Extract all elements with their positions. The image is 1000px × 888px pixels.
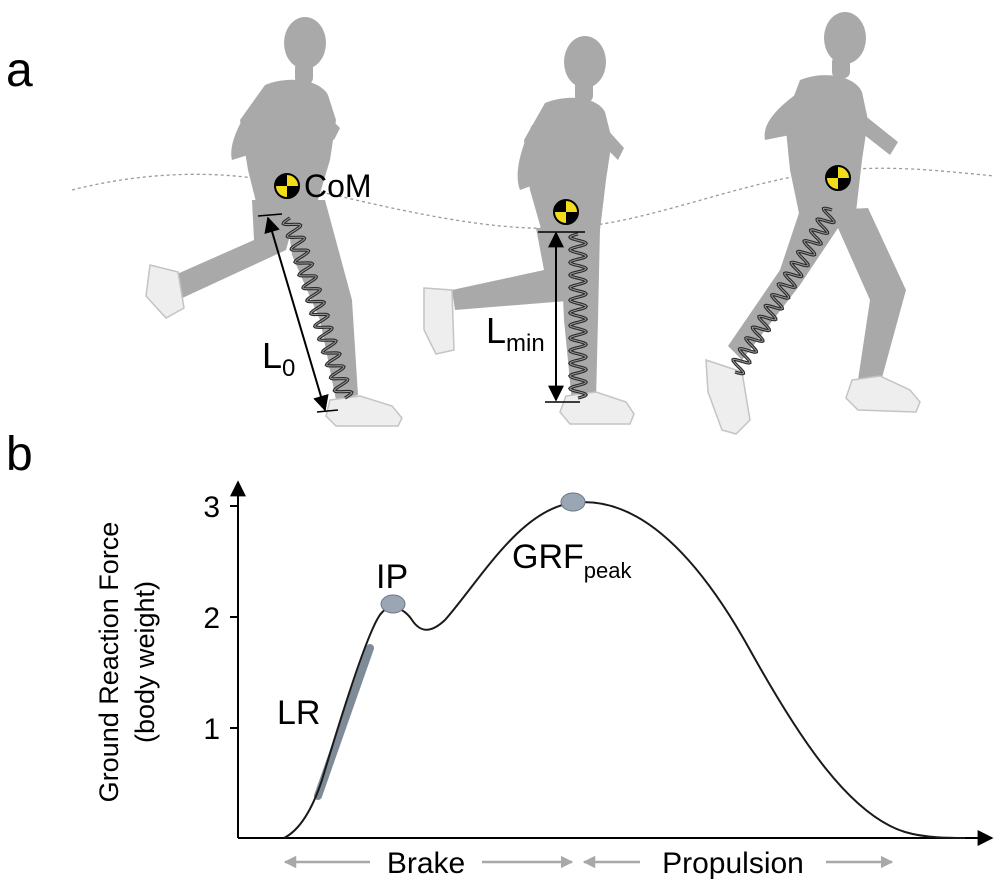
com-markers xyxy=(274,165,851,225)
y-axis-label-line2: (body weight) xyxy=(130,581,160,743)
spring-highlight-3 xyxy=(732,207,835,375)
phase-propulsion-label: Propulsion xyxy=(662,847,804,880)
lmin-label-sub: min xyxy=(506,330,545,357)
y-axis-label-line1: Ground Reaction Force xyxy=(94,522,124,803)
spring-highlight-2 xyxy=(569,233,587,399)
grf-peak-marker xyxy=(560,492,586,512)
panel-label-b: b xyxy=(6,428,33,481)
l0-tick-top xyxy=(257,213,283,217)
phase-brake-label: Brake xyxy=(387,847,465,880)
com-symbol-2 xyxy=(553,199,579,225)
grf-label-main: GRF xyxy=(512,538,584,576)
grf-curve xyxy=(283,501,966,839)
l0-arrow xyxy=(264,216,329,412)
loading-rate-segment xyxy=(314,644,374,800)
com-symbol-1 xyxy=(274,173,300,199)
grf-peak-label: GRFpeak xyxy=(512,538,632,583)
ip-marker xyxy=(380,594,406,614)
ip-label: IP xyxy=(376,558,408,596)
lmin-label-main: L xyxy=(486,310,506,351)
runner-2 xyxy=(423,36,635,425)
l0-tick-bottom xyxy=(316,409,339,413)
com-label: CoM xyxy=(304,168,372,204)
l0-label: L0 xyxy=(262,335,295,382)
l0-label-sub: 0 xyxy=(282,355,295,382)
panel-label-a: a xyxy=(6,44,33,97)
y-tick-label-2: 2 xyxy=(203,602,220,635)
com-symbol-3 xyxy=(825,165,851,191)
y-axis-label: Ground Reaction Force (body weight) xyxy=(94,522,160,803)
lmin-label: Lmin xyxy=(486,310,545,357)
l0-label-main: L xyxy=(262,335,282,376)
grf-label-sub: peak xyxy=(584,558,633,583)
runner-3 xyxy=(705,12,921,435)
lr-label: LR xyxy=(277,694,320,732)
y-tick-label-3: 3 xyxy=(203,491,220,524)
y-tick-label-1: 1 xyxy=(203,713,220,746)
